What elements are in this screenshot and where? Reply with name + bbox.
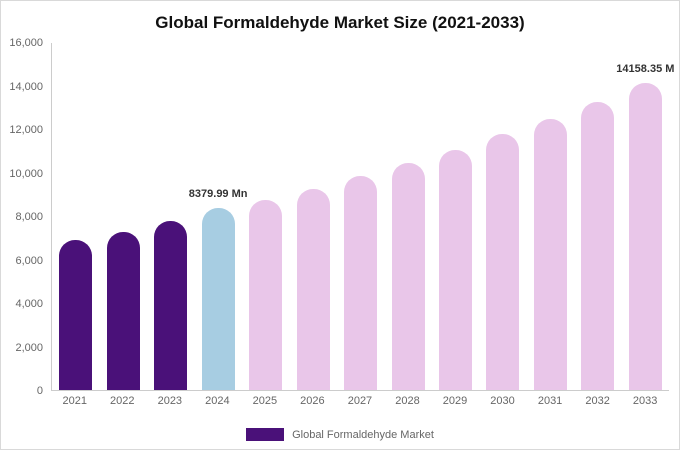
bar-slot: 14158.35 M (616, 43, 674, 390)
bar-2027[interactable] (344, 176, 378, 390)
bar-slot (337, 43, 384, 390)
bar-slot (52, 43, 99, 390)
bar-value-label: 14158.35 M (616, 62, 675, 75)
y-tick-label: 16,000 (9, 37, 43, 49)
y-axis: 0 2,000 4,000 6,000 8,000 10,000 12,000 14,000 1… (1, 37, 47, 397)
bar-slot (432, 43, 479, 390)
bar-2026[interactable] (296, 189, 330, 390)
bar-2023[interactable] (154, 220, 188, 390)
bar-2025[interactable] (249, 200, 283, 390)
x-tick-label: 2030 (490, 395, 515, 407)
x-tick-label: 2031 (537, 395, 563, 407)
x-tick-label: 2021 (62, 395, 87, 407)
x-tick-label: 2028 (395, 395, 420, 407)
chart-title: Global Formaldehyde Market Size (2021-20… (155, 13, 525, 32)
bar-2022[interactable] (106, 231, 140, 390)
bar-2029[interactable] (438, 150, 472, 390)
bar-slot (242, 43, 289, 390)
bar-slot (147, 43, 194, 390)
y-tick-label: 10,000 (9, 167, 43, 180)
x-axis: 2021 2022 2023 2024 2025 2026 2027 2028 2029 2030… (51, 395, 669, 411)
legend[interactable]: Global Formaldehyde Market (1, 428, 679, 441)
x-tick-label: 2033 (632, 395, 658, 407)
bar-slot: 8379.99 Mn (189, 43, 247, 390)
bar-slot (479, 43, 526, 390)
bar-slot (384, 43, 431, 390)
bar-slot (527, 43, 574, 390)
y-tick-label: 12,000 (9, 124, 43, 136)
bar-2033[interactable] (628, 82, 662, 390)
bar-2028[interactable] (391, 163, 425, 390)
bar-value-label: 8379.99 Mn (188, 188, 248, 201)
x-tick-label: 2023 (157, 395, 183, 407)
x-tick-label: 2025 (252, 395, 278, 407)
y-tick-label: 2,000 (15, 341, 43, 354)
x-tick-label: 2024 (205, 395, 230, 407)
y-tick-label: 8,000 (15, 211, 43, 223)
legend-label: Global Formaldehyde Market (292, 428, 434, 441)
bar-2024[interactable] (201, 208, 235, 390)
x-tick-label: 2022 (110, 395, 135, 407)
bar-2021[interactable] (59, 240, 93, 390)
bar-slot (289, 43, 336, 390)
y-tick-label: 4,000 (15, 298, 43, 310)
y-tick-label: 14,000 (9, 80, 43, 93)
bar-2030[interactable] (486, 134, 520, 390)
bar-2031[interactable] (533, 118, 567, 390)
x-tick-label: 2027 (347, 395, 373, 407)
x-tick-label: 2032 (585, 395, 610, 407)
bar-2032[interactable] (581, 101, 615, 390)
plot-area: 8379.99 Mn 14158.35 M (51, 43, 674, 391)
legend-swatch (246, 428, 285, 441)
bar-slot (574, 43, 621, 390)
y-tick-label: 0 (36, 385, 43, 397)
bar-slot (99, 43, 146, 390)
x-tick-label: 2026 (300, 395, 325, 407)
y-tick-label: 6,000 (15, 254, 43, 267)
x-tick-label: 2029 (442, 395, 468, 407)
